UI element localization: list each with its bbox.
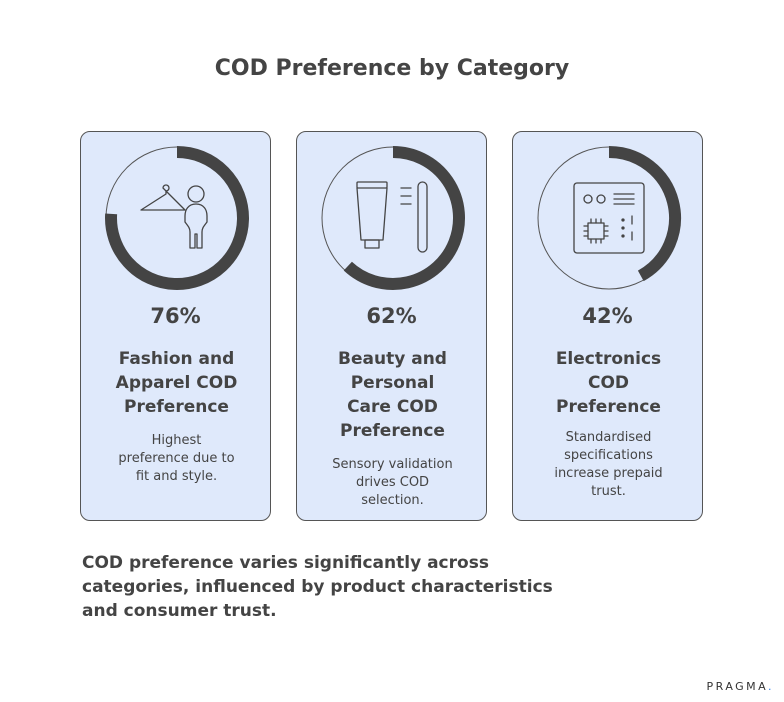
cosmetics-tube-icon [356,181,428,253]
hanger-person-icon [140,184,208,249]
card-title-line: Electronics [555,349,662,369]
card-desc-line: specifications [564,448,653,463]
card-desc-beauty: Sensory validation drives COD selection. [315,456,470,510]
card-desc-line: preference due to [118,451,235,466]
chart-title: COD Preference by Category [214,56,570,81]
summary-line: categories, influenced by product charac… [82,577,553,597]
card-title-line: COD [587,373,630,393]
card-desc-electronics: Standardised specifications increase pre… [531,429,686,501]
donut-beauty [321,146,465,290]
card-title-beauty: Beauty and Personal Care COD Preference [307,347,478,443]
card-title-electronics: Electronics COD Preference [523,347,694,419]
card-title-line: Beauty and [338,349,447,369]
card-title-line: Fashion and [118,349,235,369]
card-title-line: Care COD [347,397,438,417]
card-title-line: Apparel COD [115,373,238,393]
donut-arc-beauty [343,146,465,290]
card-desc-line: increase prepaid [554,466,663,481]
brand-logo: PRAGMA. [706,680,774,693]
card-title-line: Preference [124,397,229,417]
card-title-line: Personal [350,373,435,393]
card-title-line: Preference [340,421,445,441]
donut-electronics [537,146,681,290]
brand-dot: . [768,680,774,693]
card-desc-line: drives COD [355,475,430,490]
donut-arc-electronics [608,146,681,282]
category-card-electronics: 42% Electronics COD Preference Standardi… [512,131,703,521]
donut-arc-fashion [105,146,249,290]
summary-line: COD preference varies significantly acro… [82,553,489,573]
card-title-fashion: Fashion and Apparel COD Preference [91,347,262,419]
category-card-beauty: 62% Beauty and Personal Care COD Prefere… [296,131,487,521]
percent-label-fashion: 76% [150,304,201,328]
card-desc-line: Standardised [565,430,652,445]
card-desc-line: selection. [361,493,424,508]
category-card-fashion: 76% Fashion and Apparel COD Preference H… [80,131,271,521]
circuit-board-icon [573,182,645,254]
card-title-line: Preference [556,397,661,417]
card-desc-line: Sensory validation [332,457,453,472]
card-desc-fashion: Highest preference due to fit and style. [99,432,254,486]
card-desc-line: Highest [151,433,202,448]
donut-fashion [105,146,249,290]
summary-line: and consumer trust. [82,601,277,621]
percent-label-electronics: 42% [582,304,633,328]
card-desc-line: fit and style. [135,469,218,484]
card-desc-line: trust. [591,484,626,499]
percent-label-beauty: 62% [366,304,417,328]
brand-name: PRAGMA [706,680,768,693]
summary-text: COD preference varies significantly acro… [82,551,642,623]
